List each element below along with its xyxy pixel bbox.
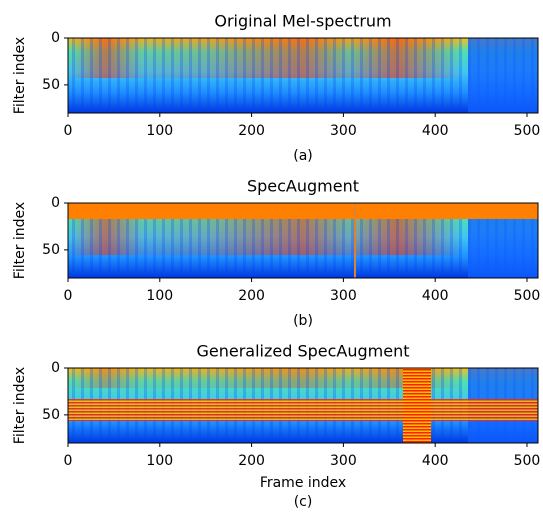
- spectrogram-images: [68, 38, 538, 443]
- x-tick-label: 300: [330, 288, 357, 304]
- spectrogram-a: [68, 38, 538, 113]
- x-tick-label: 200: [238, 123, 265, 139]
- y-tick-label: 50: [42, 77, 60, 93]
- y-tick-label: 50: [42, 407, 60, 423]
- x-axis-label: Frame index: [260, 475, 346, 491]
- y-axis-label: Filter index: [12, 367, 28, 444]
- x-tick-label: 500: [514, 123, 541, 139]
- axes-frame: [67, 202, 539, 279]
- y-tick-label: 50: [42, 242, 60, 258]
- x-tick-label: 0: [64, 288, 73, 304]
- frequency-band: [68, 399, 538, 421]
- time-band: [403, 368, 431, 443]
- chart-title: SpecAugment: [247, 177, 359, 196]
- spectrogram-c: [68, 368, 538, 443]
- x-tick-label: 500: [514, 453, 541, 469]
- y-tick-label: 0: [51, 195, 60, 211]
- x-tick-label: 100: [146, 123, 173, 139]
- x-tick-label: 300: [330, 453, 357, 469]
- x-tick-label: 400: [422, 123, 449, 139]
- spectrogram-b: [68, 203, 538, 278]
- x-tick-label: 300: [330, 123, 357, 139]
- x-tick-label: 0: [64, 453, 73, 469]
- x-tick-label: 0: [64, 123, 73, 139]
- y-tick-label: 0: [51, 360, 60, 376]
- y-axis-label: Filter index: [12, 37, 28, 114]
- panel-caption: (b): [293, 313, 313, 329]
- chart-title: Generalized SpecAugment: [196, 342, 409, 361]
- frequency-mask: [68, 203, 538, 219]
- y-axis-label: Filter index: [12, 202, 28, 279]
- axes-frame: [67, 367, 539, 444]
- x-tick-label: 200: [238, 453, 265, 469]
- x-tick-label: 400: [422, 453, 449, 469]
- panel-caption: (a): [293, 148, 313, 164]
- y-tick-label: 0: [51, 30, 60, 46]
- axes-frame: [67, 37, 539, 114]
- x-tick-label: 100: [146, 288, 173, 304]
- time-mask: [354, 203, 356, 278]
- panel-caption: (c): [294, 494, 313, 510]
- x-tick-label: 100: [146, 453, 173, 469]
- x-tick-label: 500: [514, 288, 541, 304]
- x-tick-label: 400: [422, 288, 449, 304]
- x-tick-label: 200: [238, 288, 265, 304]
- chart-title: Original Mel-spectrum: [214, 12, 391, 31]
